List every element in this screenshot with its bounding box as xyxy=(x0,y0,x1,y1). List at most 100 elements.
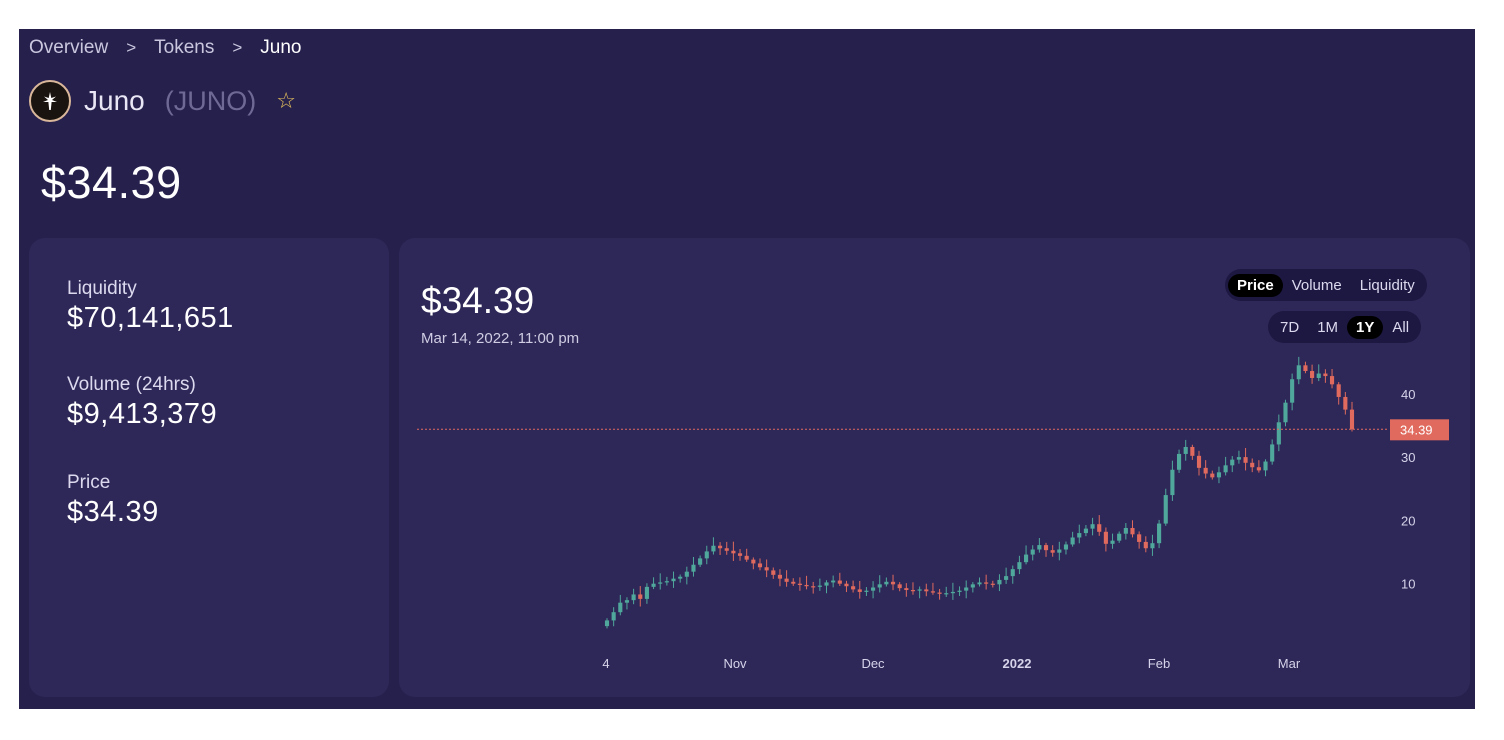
candle xyxy=(1010,569,1015,577)
candle xyxy=(930,591,935,593)
candle xyxy=(851,586,856,590)
candle xyxy=(1290,379,1295,403)
candle xyxy=(764,567,769,571)
candle xyxy=(731,550,736,554)
toggle-volume[interactable]: Volume xyxy=(1291,276,1342,294)
candle xyxy=(724,548,729,551)
candle xyxy=(1043,545,1049,551)
breadcrumb-separator: > xyxy=(126,38,137,57)
range-1y[interactable]: 1Y xyxy=(1347,315,1384,339)
candle xyxy=(857,589,862,592)
candle xyxy=(1170,469,1175,496)
token-logo-icon xyxy=(29,80,71,122)
candle xyxy=(797,583,802,585)
candle xyxy=(1183,446,1188,454)
range-all[interactable]: All xyxy=(1392,318,1410,336)
candle xyxy=(1349,409,1355,430)
x-tick-label: 2022 xyxy=(1003,656,1032,671)
y-tick-label: 40 xyxy=(1401,387,1415,402)
candle xyxy=(1117,533,1122,541)
current-price-label: 34.39 xyxy=(1400,422,1433,437)
candle xyxy=(817,585,822,587)
candle xyxy=(1063,544,1069,550)
candle xyxy=(611,612,616,621)
candle xyxy=(871,587,876,591)
candle xyxy=(691,564,696,572)
candle xyxy=(1163,495,1168,524)
candle xyxy=(1103,531,1108,544)
candle xyxy=(1176,453,1182,470)
candle xyxy=(910,590,916,592)
chart-price: $34.39 xyxy=(421,280,535,321)
breadcrumb-overview[interactable]: Overview xyxy=(29,37,109,58)
candle xyxy=(1310,371,1315,378)
candle xyxy=(1037,545,1042,550)
token-price: $34.39 xyxy=(41,157,182,208)
candle xyxy=(984,582,989,584)
candle xyxy=(1143,541,1148,549)
x-tick-label: Dec xyxy=(861,656,885,671)
candle xyxy=(784,578,789,582)
candle xyxy=(831,580,836,583)
candle xyxy=(1236,457,1241,460)
breadcrumb-tokens[interactable]: Tokens xyxy=(154,37,215,58)
candle xyxy=(1190,446,1195,456)
candle xyxy=(1097,524,1102,532)
x-tick-label: Nov xyxy=(723,656,747,671)
x-tick-label: 4 xyxy=(602,656,609,671)
candle xyxy=(904,588,909,591)
stat-liquidity: Liquidity $70,141,651 xyxy=(67,278,234,335)
candle xyxy=(1137,534,1142,542)
candle xyxy=(937,592,942,594)
candle xyxy=(997,579,1002,585)
candle xyxy=(1336,384,1341,397)
candle xyxy=(1223,465,1228,473)
candle xyxy=(1343,396,1348,410)
x-tick-label: Feb xyxy=(1148,656,1170,671)
candle xyxy=(884,581,889,585)
candle xyxy=(1157,523,1162,544)
toggle-liquidity[interactable]: Liquidity xyxy=(1359,276,1415,294)
candle xyxy=(644,586,649,599)
candle xyxy=(877,584,882,588)
candle xyxy=(1024,554,1029,563)
candle xyxy=(1017,562,1022,570)
candle xyxy=(711,545,716,552)
toggle-price[interactable]: Price xyxy=(1228,273,1283,297)
candle xyxy=(944,593,949,595)
candle xyxy=(1050,550,1055,553)
candle xyxy=(638,594,643,599)
stat-value: $70,141,651 xyxy=(67,302,234,334)
x-tick-label: Mar xyxy=(1278,656,1301,671)
candle xyxy=(664,581,669,583)
stat-price: Price $34.39 xyxy=(67,472,159,529)
candle xyxy=(1030,549,1035,555)
candle xyxy=(897,584,902,589)
candle xyxy=(1276,422,1281,445)
candle xyxy=(804,584,809,587)
candle xyxy=(777,574,783,579)
stat-volume: Volume (24hrs) $9,413,379 xyxy=(67,374,217,431)
candle xyxy=(1283,402,1288,423)
candle xyxy=(624,600,630,603)
breadcrumb-separator: > xyxy=(232,38,243,57)
candle xyxy=(1057,549,1062,553)
favorite-star-icon[interactable]: ☆ xyxy=(276,88,296,113)
candle xyxy=(924,589,929,592)
candle xyxy=(651,583,656,587)
range-7d[interactable]: 7D xyxy=(1280,318,1300,336)
stat-value: $9,413,379 xyxy=(67,398,218,430)
candle xyxy=(737,553,743,556)
chart-type-toggle: Price Volume Liquidity xyxy=(1225,269,1427,301)
price-chart[interactable]: 10 20 30 40 34.39 4 Nov Dec 2022 Feb Mar xyxy=(399,238,1470,697)
y-tick-label: 30 xyxy=(1401,450,1415,465)
stats-card: Liquidity $70,141,651 Volume (24hrs) $9,… xyxy=(29,238,389,697)
candle xyxy=(684,571,689,577)
candle xyxy=(1243,457,1248,463)
stat-label: Liquidity xyxy=(67,278,137,299)
range-1m[interactable]: 1M xyxy=(1317,318,1339,336)
candle xyxy=(1216,472,1222,478)
candle xyxy=(1316,373,1321,378)
candle xyxy=(744,555,749,560)
candle xyxy=(604,620,610,627)
